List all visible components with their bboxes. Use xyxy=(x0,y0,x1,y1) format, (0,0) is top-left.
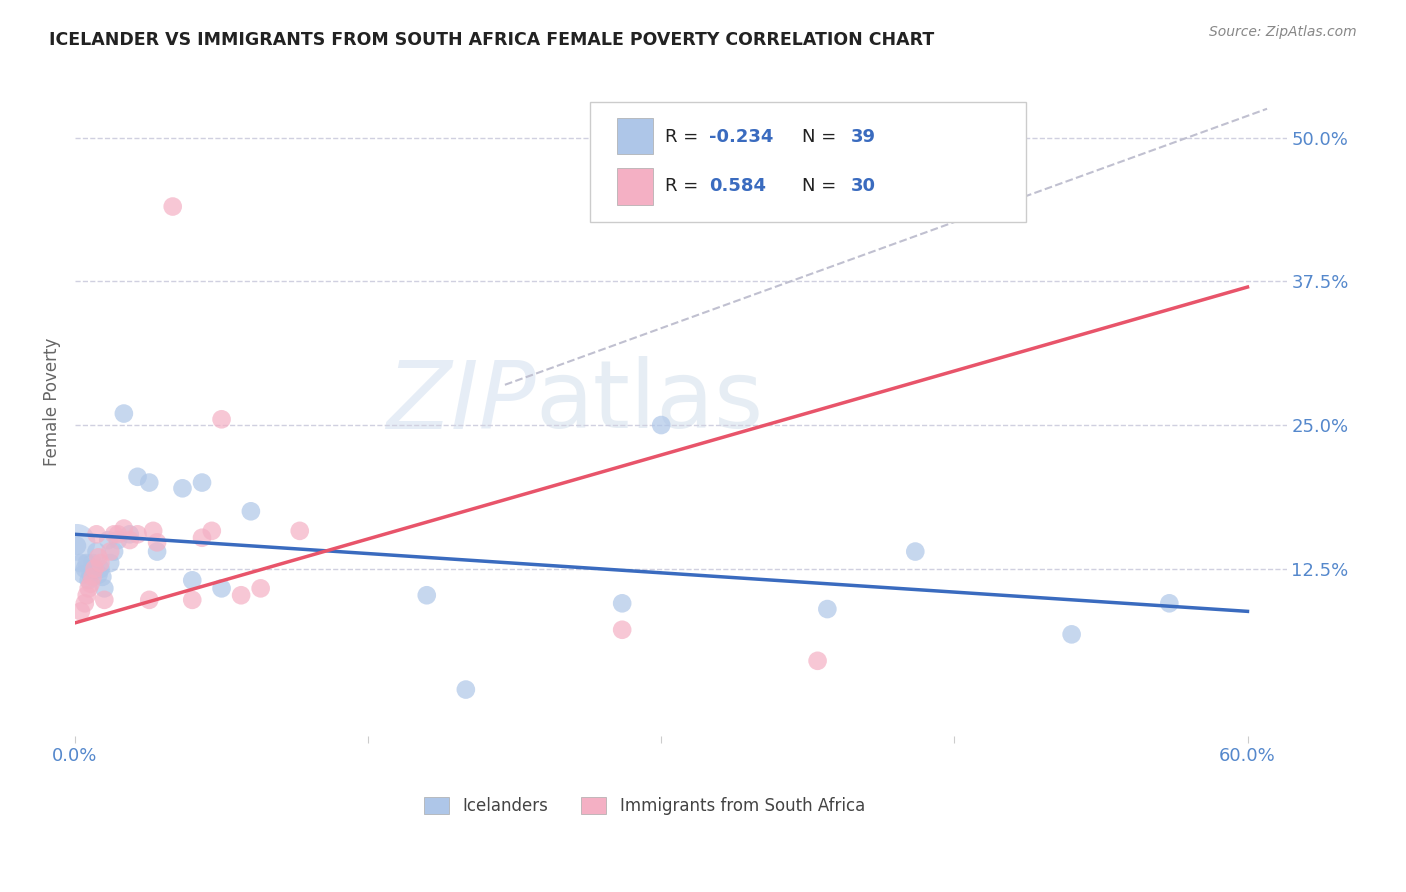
Point xyxy=(239,504,262,518)
Point xyxy=(77,574,100,588)
Text: 39: 39 xyxy=(851,128,876,146)
Point xyxy=(454,682,477,697)
Point xyxy=(107,527,129,541)
Point xyxy=(83,562,105,576)
Point xyxy=(118,527,141,541)
Point xyxy=(1060,627,1083,641)
Point xyxy=(77,582,100,596)
Point xyxy=(87,567,110,582)
Point xyxy=(89,556,111,570)
Point xyxy=(112,407,135,421)
Point xyxy=(181,574,204,588)
Text: Source: ZipAtlas.com: Source: ZipAtlas.com xyxy=(1209,25,1357,39)
Point xyxy=(288,524,311,538)
Point xyxy=(127,470,149,484)
Point xyxy=(76,588,98,602)
Point xyxy=(127,527,149,541)
Point xyxy=(112,522,135,536)
Point xyxy=(66,539,89,553)
Point xyxy=(97,533,120,547)
Point xyxy=(211,412,233,426)
Point xyxy=(806,654,828,668)
Point xyxy=(103,544,125,558)
Text: ICELANDER VS IMMIGRANTS FROM SOUTH AFRICA FEMALE POVERTY CORRELATION CHART: ICELANDER VS IMMIGRANTS FROM SOUTH AFRIC… xyxy=(49,31,935,49)
FancyBboxPatch shape xyxy=(617,118,652,154)
Point xyxy=(98,544,121,558)
Point xyxy=(86,544,108,558)
Text: atlas: atlas xyxy=(536,356,763,448)
Point xyxy=(138,592,160,607)
FancyBboxPatch shape xyxy=(617,168,652,204)
Point xyxy=(70,556,93,570)
Point xyxy=(98,556,121,570)
Point xyxy=(66,535,89,549)
Point xyxy=(107,533,129,547)
Point xyxy=(83,562,105,576)
Point xyxy=(191,475,214,490)
Point xyxy=(89,562,111,576)
Point xyxy=(87,550,110,565)
Point xyxy=(93,592,115,607)
Point xyxy=(142,524,165,538)
Text: R =: R = xyxy=(665,128,704,146)
Text: N =: N = xyxy=(801,178,842,195)
Point xyxy=(82,570,104,584)
Legend: Icelanders, Immigrants from South Africa: Icelanders, Immigrants from South Africa xyxy=(418,790,872,822)
Y-axis label: Female Poverty: Female Poverty xyxy=(44,338,60,467)
Point xyxy=(191,531,214,545)
Point xyxy=(172,481,194,495)
Point xyxy=(612,596,634,610)
Point xyxy=(612,623,634,637)
Point xyxy=(249,582,271,596)
Point xyxy=(815,602,838,616)
Point xyxy=(146,535,169,549)
Point xyxy=(76,556,98,570)
Point xyxy=(138,475,160,490)
Point xyxy=(73,596,96,610)
Text: -0.234: -0.234 xyxy=(709,128,773,146)
Point xyxy=(181,592,204,607)
Point xyxy=(79,567,101,582)
Text: 30: 30 xyxy=(851,178,876,195)
Point xyxy=(229,588,252,602)
Point xyxy=(211,582,233,596)
Text: N =: N = xyxy=(801,128,842,146)
Point xyxy=(93,582,115,596)
Point xyxy=(79,576,101,591)
Point xyxy=(91,570,114,584)
Text: 0.584: 0.584 xyxy=(709,178,766,195)
Point xyxy=(1159,596,1181,610)
Point xyxy=(146,544,169,558)
Point xyxy=(904,544,927,558)
Point xyxy=(416,588,439,602)
Point xyxy=(118,533,141,547)
Point xyxy=(73,562,96,576)
Point xyxy=(162,200,184,214)
Point xyxy=(650,418,672,433)
Text: R =: R = xyxy=(665,178,704,195)
Point xyxy=(70,604,93,618)
Text: ZIP: ZIP xyxy=(385,357,536,448)
Point xyxy=(201,524,224,538)
Point xyxy=(103,527,125,541)
FancyBboxPatch shape xyxy=(591,102,1026,222)
Point xyxy=(72,567,94,582)
Point xyxy=(82,556,104,570)
Point xyxy=(86,527,108,541)
